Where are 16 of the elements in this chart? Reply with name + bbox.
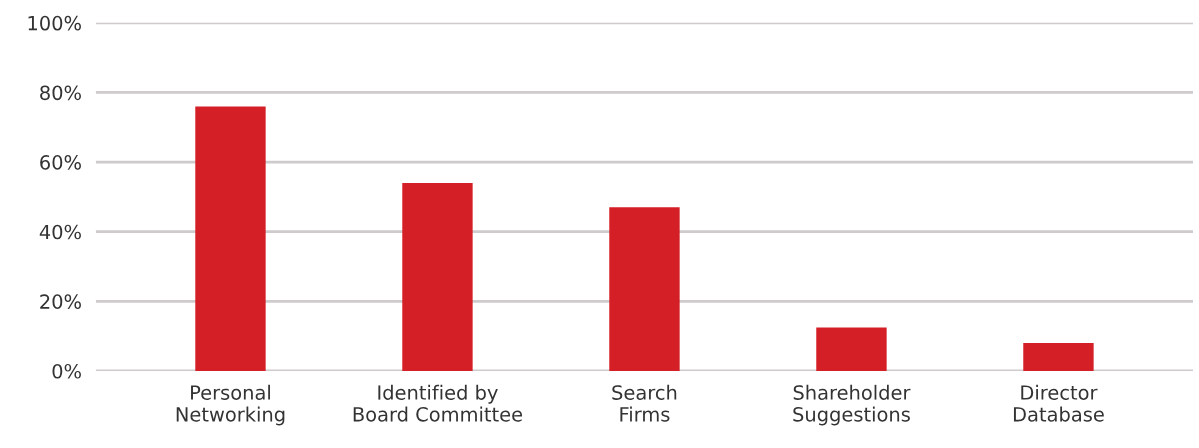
y-tick-label: 60% <box>40 155 81 170</box>
y-tick-label: 100% <box>28 15 81 31</box>
x-tick-label: Identified by Board Committee <box>353 384 523 422</box>
x-tick-label: Director Database <box>1013 384 1104 422</box>
bar <box>816 327 887 371</box>
bar <box>609 207 680 371</box>
y-tick-label: 80% <box>40 85 81 101</box>
bar <box>402 182 473 371</box>
y-tick-label: 0% <box>52 363 81 379</box>
bar <box>195 106 266 371</box>
x-tick-label: Search Firms <box>612 384 677 422</box>
y-tick-label: 20% <box>40 294 81 309</box>
x-tick-label: Personal Networking <box>176 384 285 426</box>
bar <box>1023 343 1094 371</box>
x-tick-label: Shareholder Suggestions <box>793 384 911 426</box>
y-tick-label: 40% <box>39 224 81 240</box>
